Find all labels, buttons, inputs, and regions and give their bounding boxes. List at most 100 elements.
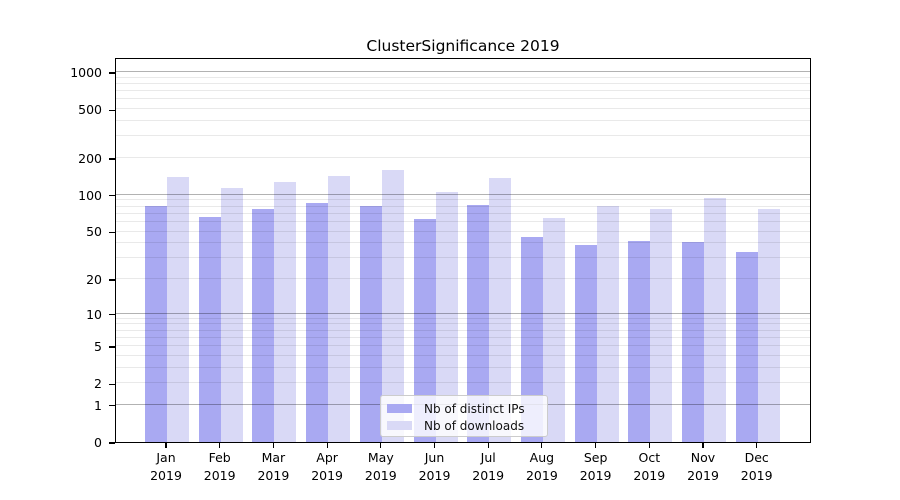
gridline-minor	[116, 230, 810, 232]
x-tick-mark	[648, 443, 650, 448]
y-tick-label: 10	[86, 306, 102, 322]
bar-downloads	[167, 177, 189, 442]
x-tick-mark	[541, 443, 543, 448]
y-tick-mark	[109, 279, 115, 281]
y-tick-mark	[109, 195, 115, 197]
gridline-minor	[116, 205, 810, 207]
bar-downloads	[704, 198, 726, 442]
gridline-minor	[116, 323, 810, 325]
x-tick-mark	[272, 443, 274, 448]
gridline-minor	[116, 345, 810, 347]
y-tick-mark	[109, 405, 115, 407]
legend-entry-downloads: Nb of downloads	[387, 417, 547, 434]
bar-downloads	[328, 176, 351, 442]
x-tick-label: Mar 2019	[257, 450, 290, 483]
y-tick-mark	[109, 383, 115, 385]
bar-distinct-ips	[198, 216, 221, 442]
y-tick-mark	[109, 109, 115, 111]
plot-area: Nb of distinct IPs Nb of downloads	[115, 58, 811, 443]
bar-downloads	[274, 182, 297, 442]
gridline-minor	[116, 278, 810, 279]
x-tick-mark	[756, 443, 758, 448]
bar-downloads	[596, 206, 619, 442]
y-tick-label: 50	[86, 224, 102, 240]
x-tick-label: Aug 2019	[525, 450, 558, 483]
y-tick-label: 500	[78, 102, 102, 118]
x-tick-mark	[595, 443, 597, 448]
y-tick-mark	[109, 231, 115, 234]
x-tick-label: Jul 2019	[472, 450, 505, 483]
gridline-minor	[116, 83, 810, 84]
chart-title: ClusterSignificance 2019	[366, 37, 560, 55]
gridline-minor	[116, 157, 810, 158]
x-tick-mark	[702, 443, 704, 448]
legend-entry-distinct-ips: Nb of distinct IPs	[387, 400, 547, 417]
y-tick-mark	[109, 442, 115, 444]
gridline-minor	[116, 354, 810, 356]
gridline-minor	[116, 336, 810, 338]
x-tick-label: May 2019	[364, 450, 397, 483]
gridline-major	[116, 312, 810, 314]
x-tick-mark	[165, 443, 167, 448]
y-tick-mark	[109, 346, 115, 348]
y-tick-label: 200	[78, 151, 102, 166]
gridline-minor	[116, 135, 810, 137]
bar-distinct-ips	[735, 251, 758, 442]
bar-downloads	[435, 192, 458, 442]
bar-downloads	[542, 217, 565, 442]
x-tick-label: Apr 2019	[311, 450, 343, 483]
bar-downloads	[489, 178, 512, 442]
y-tick-label: 2	[94, 376, 102, 392]
bar-downloads	[381, 169, 404, 442]
y-tick-label: 100	[78, 187, 102, 203]
gridline-minor	[116, 90, 810, 92]
gridline-minor	[116, 257, 810, 259]
bar-distinct-ips	[574, 244, 597, 442]
legend-label-downloads: Nb of downloads	[424, 418, 525, 433]
gridline-minor	[116, 317, 810, 319]
bar-distinct-ips	[682, 241, 704, 442]
gridline-minor	[116, 212, 810, 214]
y-tick-label: 20	[86, 271, 102, 287]
x-tick-mark	[380, 443, 382, 448]
x-tick-label: Oct 2019	[633, 450, 666, 483]
gridline-major	[116, 71, 810, 72]
bar-downloads	[757, 209, 780, 442]
y-tick-mark	[109, 72, 115, 74]
legend-swatch-distinct-ips	[387, 404, 412, 413]
y-tick-mark	[109, 158, 115, 160]
bar-distinct-ips	[145, 206, 167, 442]
gridline-minor	[116, 76, 810, 78]
y-tick-label: 5	[94, 339, 102, 355]
gridline-minor	[116, 382, 810, 384]
bar-distinct-ips	[628, 240, 651, 442]
gridline-major	[116, 193, 810, 195]
bar-distinct-ips	[359, 206, 382, 442]
x-tick-label: Jun 2019	[418, 450, 451, 483]
gridline-minor	[116, 220, 810, 222]
y-tick-label: 0	[94, 435, 102, 450]
legend-label-distinct-ips: Nb of distinct IPs	[424, 401, 525, 416]
y-tick-mark	[109, 313, 115, 316]
bar-downloads	[650, 209, 673, 442]
bar-distinct-ips	[520, 237, 543, 442]
gridline-minor	[116, 366, 810, 368]
bar-distinct-ips	[413, 218, 436, 442]
x-tick-label: Feb 2019	[203, 450, 236, 483]
gridline-minor	[116, 199, 810, 201]
x-tick-mark	[433, 443, 436, 448]
x-tick-mark	[219, 443, 221, 448]
gridline-minor	[116, 108, 810, 110]
x-tick-label: Dec 2019	[740, 450, 773, 483]
y-tick-label: 1	[94, 397, 102, 413]
legend: Nb of distinct IPs Nb of downloads	[380, 395, 548, 437]
x-tick-label: Jan 2019	[150, 450, 182, 483]
gridline-minor	[116, 329, 810, 331]
bar-distinct-ips	[252, 208, 275, 442]
bar-downloads	[220, 188, 243, 442]
gridline-minor	[116, 120, 810, 121]
x-tick-label: Nov 2019	[687, 450, 719, 483]
gridline-minor	[116, 242, 810, 244]
bar-distinct-ips	[306, 202, 329, 442]
